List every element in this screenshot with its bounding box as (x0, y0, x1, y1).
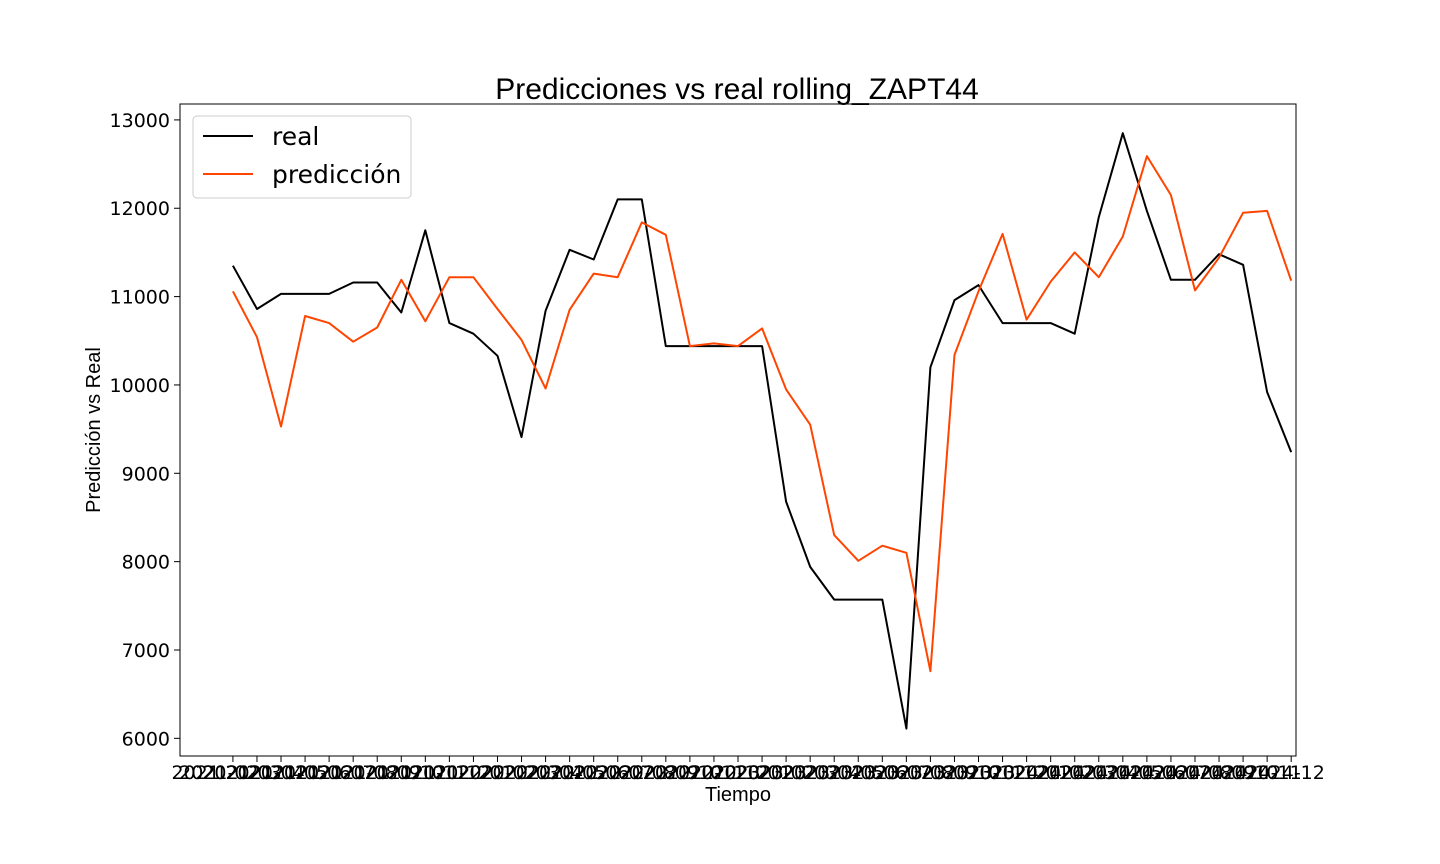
x-tick-label: 2021-09 (341, 762, 420, 784)
x-tick-label: 2021-06 (272, 762, 351, 784)
plot-frame (179, 103, 1297, 757)
legend: real predicción (192, 115, 412, 199)
x-tick-label: 2021-07 (295, 762, 374, 784)
x-axis: 20212021-022021-032021-042021-052021-062… (171, 756, 1325, 784)
x-tick-label: 2023-02 (735, 762, 814, 784)
y-tick-label: 9000 (122, 463, 170, 485)
x-tick-label: 2022-12 (689, 762, 768, 784)
x-tick-label: 2023-04 (782, 762, 861, 784)
x-tick-label: 2022-11 (666, 762, 745, 784)
x-tick-label: 2024-02 (1014, 762, 1093, 784)
x-tick-label: 2022-08 (596, 762, 675, 784)
x-tick-label: 2024-08 (1153, 762, 1232, 784)
x-tick-label: 2023-08 (875, 762, 954, 784)
x-tick-label: 2022-04 (504, 762, 583, 784)
x-tick-label: 2024-06 (1106, 762, 1185, 784)
x-tick-label: 2021-03 (202, 762, 281, 784)
y-tick-label: 6000 (122, 728, 170, 750)
x-tick-label: 2022-03 (480, 762, 559, 784)
x-tick-label: 2023-01 (712, 762, 791, 784)
x-tick-label: 2021 (171, 762, 219, 784)
x-tick-label: 2021-05 (249, 762, 328, 784)
x-tick-label: 2024-11 (1222, 762, 1301, 784)
x-tick-label: 2023-11 (944, 762, 1023, 784)
x-tick-label: 2023-09 (898, 762, 977, 784)
x-tick-label: 2022-09 (620, 762, 699, 784)
x-tick-label: 2024-03 (1037, 762, 1116, 784)
x-tick-label: 2023-12 (967, 762, 1046, 784)
series-line-real (232, 132, 1293, 730)
x-tick-label: 2021-12 (411, 762, 490, 784)
y-tick-label: 10000 (110, 375, 170, 397)
y-axis-label: Predicción vs Real (83, 347, 105, 513)
x-tick-label: 2021-08 (318, 762, 397, 784)
x-tick-label: 2022-10 (643, 762, 722, 784)
x-tick-label: 2022-05 (527, 762, 606, 784)
series-line-prediccion (232, 155, 1293, 673)
x-tick-label: 2022-07 (573, 762, 652, 784)
x-axis-label: Tiempo (705, 784, 771, 806)
x-tick-label: 2022-01 (434, 762, 513, 784)
x-tick-label: 2022-02 (457, 762, 536, 784)
series-layer (232, 132, 1293, 730)
x-tick-label: 2023-03 (759, 762, 838, 784)
x-tick-label: 2021-04 (225, 762, 304, 784)
y-tick-label: 11000 (110, 287, 170, 309)
legend-label-real: real (272, 122, 319, 151)
x-tick-label: 2021-02 (179, 762, 258, 784)
x-tick-label: 2023-06 (828, 762, 907, 784)
x-tick-label: 2023-07 (851, 762, 930, 784)
x-tick-label: 2021-11 (388, 762, 467, 784)
y-tick-label: 7000 (122, 640, 170, 662)
x-tick-label: 2023-05 (805, 762, 884, 784)
y-tick-label: 12000 (110, 198, 170, 220)
y-tick-label: 13000 (110, 110, 170, 132)
x-tick-label: 2024-10 (1199, 762, 1278, 784)
x-tick-label: 2023-10 (921, 762, 1000, 784)
x-tick-label: 2024-12 (1245, 762, 1324, 784)
x-tick-label: 2024-04 (1060, 762, 1139, 784)
x-tick-label: 2021-10 (365, 762, 444, 784)
x-tick-label: 2024-05 (1083, 762, 1162, 784)
legend-label-prediccion: predicción (272, 160, 401, 189)
x-tick-label: 2024-01 (990, 762, 1069, 784)
x-tick-label: 2022-06 (550, 762, 629, 784)
y-tick-label: 8000 (122, 552, 170, 574)
plot-area: 6000 7000 8000 9000 10000 11000 12000 13000 202… (110, 103, 1325, 784)
y-axis: 6000 7000 8000 9000 10000 11000 12000 13000 (110, 110, 180, 750)
x-tick-label: 2024-07 (1130, 762, 1209, 784)
chart-title: Predicciones vs real rolling_ZAPT44 (495, 73, 979, 106)
x-tick-label: 2024-09 (1176, 762, 1255, 784)
